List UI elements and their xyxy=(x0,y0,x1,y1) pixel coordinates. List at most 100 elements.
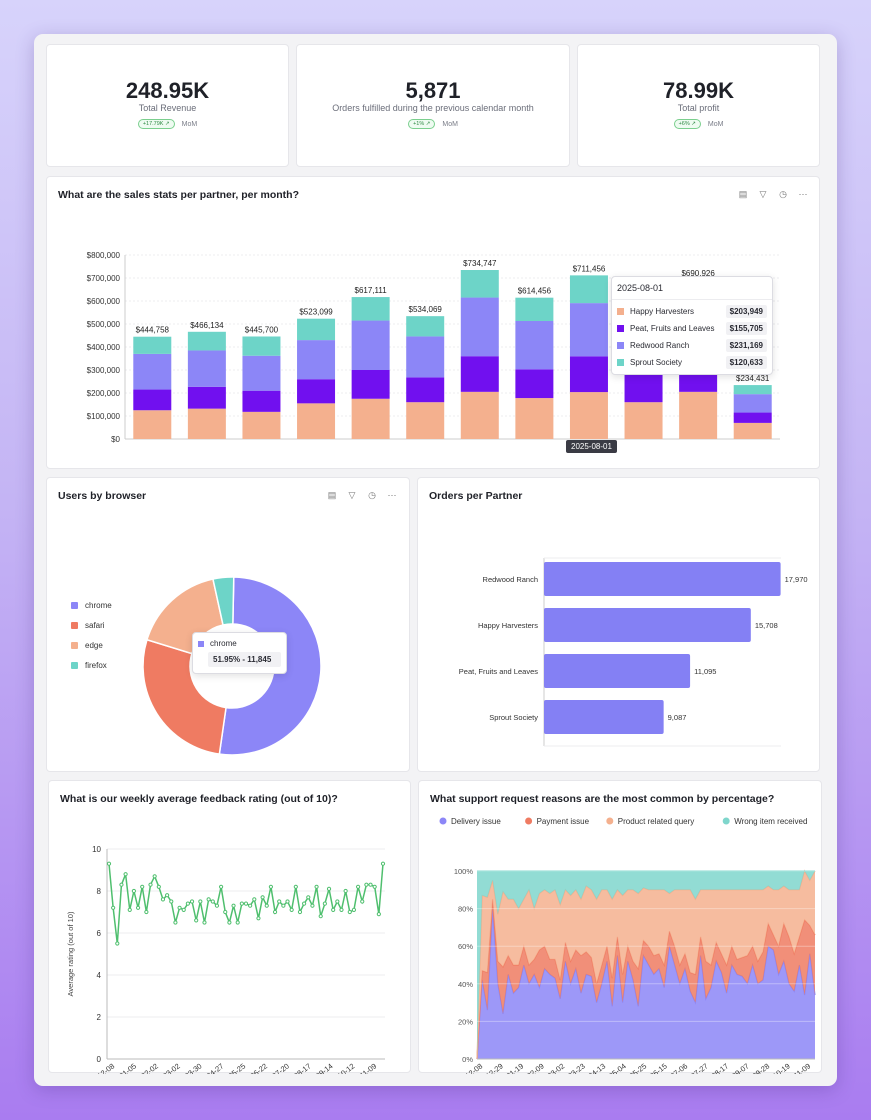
filter-icon[interactable]: ▽ xyxy=(348,490,356,500)
bar-total-label: $690,926 xyxy=(681,269,715,278)
bar-segment xyxy=(515,297,554,322)
bar-total-label: $617,111 xyxy=(355,286,388,295)
area-band xyxy=(477,871,815,1059)
y-tick-label: 80% xyxy=(458,905,473,914)
kpi-card-orders[interactable]: 5,871 Orders fulfilled during the previo… xyxy=(296,44,570,167)
card-title: What support request reasons are the mos… xyxy=(430,793,775,805)
support-area-chart: 0%20%40%60%80%100%2024-12-082024-12-2920… xyxy=(439,817,816,1074)
sales-chart-card[interactable]: What are the sales stats per partner, pe… xyxy=(46,176,820,469)
comment-icon[interactable]: ▤ xyxy=(738,189,748,199)
bar-total-label: $614,456 xyxy=(518,287,552,296)
bar-segment xyxy=(460,270,499,298)
rating-point xyxy=(115,941,120,946)
feedback-chart-card[interactable]: What is our weekly average feedback rati… xyxy=(48,780,411,1074)
legend-firefox[interactable]: firefox xyxy=(71,661,107,670)
more-icon[interactable]: ⋯ xyxy=(387,490,397,500)
legend-safari[interactable]: safari xyxy=(71,621,105,630)
value-label: 11,095 xyxy=(694,667,716,676)
clock-icon[interactable]: ◷ xyxy=(368,490,376,500)
sales-tooltip: 2025-08-01 Happy Harvesters $203,949 Peat… xyxy=(611,276,773,375)
bar-segment xyxy=(187,350,226,387)
rating-point xyxy=(331,907,336,912)
rating-point xyxy=(318,914,323,919)
rating-point xyxy=(364,882,369,887)
kpi-card-revenue[interactable]: 248.95K Total Revenue +17.79K ↗ MoM xyxy=(46,44,289,167)
value-label: 15,708 xyxy=(755,621,778,630)
y-tick-label: 100% xyxy=(454,867,474,876)
category-label: Redwood Ranch xyxy=(483,575,538,584)
rating-point xyxy=(347,909,352,915)
rating-point xyxy=(206,897,211,902)
partner-orders-card[interactable]: Orders per Partner Redwood Ranch 17,970 Ha… xyxy=(417,477,820,772)
kpi-change-badge: +1% ↗ xyxy=(408,119,436,129)
rating-point xyxy=(248,903,253,908)
y-tick-label: 8 xyxy=(97,887,102,896)
y-tick-label: 0% xyxy=(462,1055,473,1064)
rating-point xyxy=(339,907,344,912)
legend-chrome[interactable]: chrome xyxy=(71,601,112,610)
rating-point xyxy=(214,903,220,908)
rating-point xyxy=(119,882,124,887)
tooltip-row: Happy Harvesters $203,949 xyxy=(612,303,772,320)
y-tick-label: 4 xyxy=(97,971,102,980)
y-tick-label: $600,000 xyxy=(87,297,121,306)
bar-segment xyxy=(733,385,772,395)
bar-segment xyxy=(187,331,226,351)
bar-segment xyxy=(733,394,772,413)
bar-total-label: $445,700 xyxy=(245,325,279,334)
bar-segment xyxy=(460,356,499,392)
y-tick-label: $200,000 xyxy=(87,389,121,398)
rating-point xyxy=(160,897,166,902)
rating-point xyxy=(135,905,141,910)
support-chart-card[interactable]: What support request reasons are the mos… xyxy=(418,780,822,1074)
rating-point xyxy=(306,895,311,900)
clock-icon[interactable]: ◷ xyxy=(779,189,787,199)
bar-segment xyxy=(569,392,608,439)
filter-icon[interactable]: ▽ xyxy=(759,189,767,199)
rating-point xyxy=(189,899,195,904)
bar-total-label: $734,747 xyxy=(463,259,497,268)
rating-point xyxy=(293,884,298,889)
y-tick-label: $700,000 xyxy=(87,274,121,283)
bar-segment xyxy=(242,336,281,356)
value-label: 17,970 xyxy=(785,575,808,584)
rating-point xyxy=(355,884,361,889)
bar-total-label: $466,134 xyxy=(190,321,224,330)
rating-point xyxy=(268,884,274,889)
legend-edge[interactable]: edge xyxy=(71,641,103,650)
bar-segment xyxy=(515,398,554,439)
rating-point xyxy=(351,907,357,912)
kpi-label: Orders fulfilled during the previous cal… xyxy=(332,103,534,113)
more-icon[interactable]: ⋯ xyxy=(798,189,808,199)
hbar xyxy=(544,654,691,688)
kpi-value: 78.99K xyxy=(663,78,734,103)
bar-segment xyxy=(242,390,281,412)
legend-dot xyxy=(606,817,614,825)
kpi-change-badge: +17.79K ↗ xyxy=(137,119,175,129)
rating-point xyxy=(123,872,128,877)
card-title: What is our weekly average feedback rati… xyxy=(60,793,338,805)
bar-segment xyxy=(297,340,336,380)
card-title: Users by browser xyxy=(58,490,147,502)
bar-total-label: $444,758 xyxy=(136,326,170,335)
bar-total-label: $523,099 xyxy=(299,308,333,317)
bar-segment xyxy=(133,353,172,390)
bar-segment xyxy=(679,373,718,392)
bar-segment xyxy=(351,370,390,399)
kpi-card-profit[interactable]: 78.99K Total profit +6% ↗ MoM xyxy=(577,44,820,167)
bar-segment xyxy=(733,412,772,423)
rating-point xyxy=(140,884,145,889)
rating-point xyxy=(360,899,365,904)
bar-segment xyxy=(406,402,445,439)
tooltip-row: Peat, Fruits and Leaves $155,705 xyxy=(612,320,772,337)
comment-icon[interactable]: ▤ xyxy=(327,490,337,500)
bar-segment xyxy=(242,411,281,439)
bar-total-label: $534,069 xyxy=(409,305,443,314)
hbar xyxy=(544,562,781,596)
browser-chart-card[interactable]: Users by browser ▤ ▽ ◷ ⋯ chrome safari e… xyxy=(46,477,410,772)
rating-point xyxy=(372,884,377,889)
bar-segment xyxy=(187,386,226,409)
y-tick-label: $400,000 xyxy=(87,343,121,352)
donut-slice xyxy=(142,638,227,755)
donut-tooltip: chrome 51.95% - 11,845 xyxy=(192,632,287,674)
